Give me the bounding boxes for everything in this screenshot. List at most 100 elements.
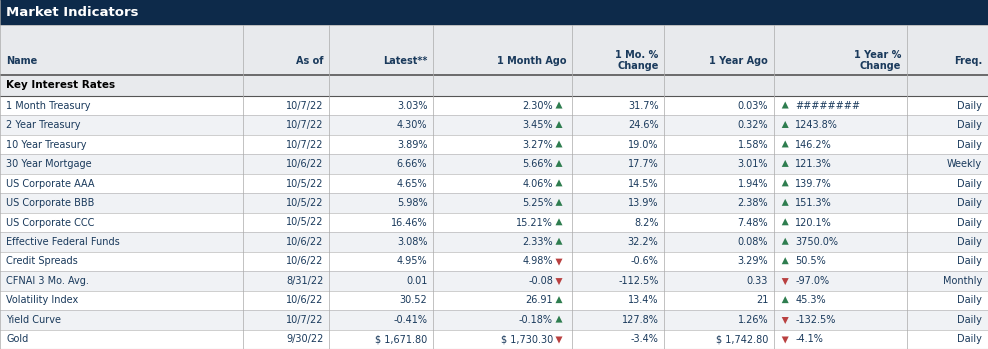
Text: 139.7%: 139.7%	[795, 179, 832, 188]
Text: 15.21%: 15.21%	[516, 217, 553, 228]
Polygon shape	[555, 296, 562, 303]
Text: 2.33%: 2.33%	[523, 237, 553, 247]
Text: 30 Year Mortgage: 30 Year Mortgage	[6, 159, 92, 169]
Bar	[0, 291, 988, 310]
Text: 10/6/22: 10/6/22	[286, 257, 323, 266]
Text: 10 Year Treasury: 10 Year Treasury	[6, 140, 87, 150]
Text: As of: As of	[295, 55, 323, 66]
Polygon shape	[555, 278, 562, 285]
Text: Freq.: Freq.	[953, 55, 982, 66]
Polygon shape	[555, 140, 562, 148]
Polygon shape	[555, 160, 562, 167]
Text: Effective Federal Funds: Effective Federal Funds	[6, 237, 120, 247]
Text: 4.95%: 4.95%	[397, 257, 428, 266]
Text: CFNAI 3 Mo. Avg.: CFNAI 3 Mo. Avg.	[6, 276, 89, 286]
Text: 3.08%: 3.08%	[397, 237, 428, 247]
Polygon shape	[782, 199, 788, 206]
Text: Weekly: Weekly	[947, 159, 982, 169]
Text: 10/7/22: 10/7/22	[286, 140, 323, 150]
Text: 10/7/22: 10/7/22	[286, 101, 323, 111]
Text: $ 1,730.30: $ 1,730.30	[501, 334, 553, 344]
Bar	[0, 154, 988, 174]
Text: 7.48%: 7.48%	[738, 217, 769, 228]
Text: -97.0%: -97.0%	[795, 276, 829, 286]
Text: 6.66%: 6.66%	[397, 159, 428, 169]
Text: Key Interest Rates: Key Interest Rates	[6, 80, 116, 90]
Text: 5.98%: 5.98%	[397, 198, 428, 208]
Text: -4.1%: -4.1%	[795, 334, 823, 344]
Text: Daily: Daily	[957, 140, 982, 150]
Polygon shape	[782, 238, 788, 245]
Polygon shape	[555, 199, 562, 206]
Text: 3.29%: 3.29%	[738, 257, 769, 266]
Bar	[0, 96, 988, 116]
Bar	[0, 310, 988, 329]
Text: 10/6/22: 10/6/22	[286, 159, 323, 169]
Bar	[0, 174, 988, 193]
Text: Monthly: Monthly	[943, 276, 982, 286]
Text: 10/6/22: 10/6/22	[286, 237, 323, 247]
Polygon shape	[555, 218, 562, 225]
Text: 2 Year Treasury: 2 Year Treasury	[6, 120, 80, 130]
Text: 2.38%: 2.38%	[738, 198, 769, 208]
Text: 4.98%: 4.98%	[523, 257, 553, 266]
Text: 10/5/22: 10/5/22	[286, 198, 323, 208]
Bar	[0, 116, 988, 135]
Text: $ 1,671.80: $ 1,671.80	[375, 334, 428, 344]
Text: 1 Year %
Change: 1 Year % Change	[854, 50, 901, 71]
Text: 3750.0%: 3750.0%	[795, 237, 838, 247]
Text: 4.65%: 4.65%	[397, 179, 428, 188]
Text: 4.06%: 4.06%	[523, 179, 553, 188]
Text: 1.94%: 1.94%	[738, 179, 769, 188]
Polygon shape	[555, 315, 562, 322]
Polygon shape	[782, 218, 788, 225]
Text: Yield Curve: Yield Curve	[6, 315, 61, 325]
Text: 1243.8%: 1243.8%	[795, 120, 838, 130]
Text: 13.4%: 13.4%	[628, 295, 658, 305]
Polygon shape	[782, 336, 788, 343]
Text: 9/30/22: 9/30/22	[286, 334, 323, 344]
Text: US Corporate BBB: US Corporate BBB	[6, 198, 95, 208]
Bar	[0, 213, 988, 232]
Text: Daily: Daily	[957, 179, 982, 188]
Text: 16.46%: 16.46%	[390, 217, 428, 228]
Text: 21: 21	[756, 295, 769, 305]
Text: 1.26%: 1.26%	[738, 315, 769, 325]
Text: 45.3%: 45.3%	[795, 295, 826, 305]
Polygon shape	[555, 238, 562, 245]
Text: Daily: Daily	[957, 198, 982, 208]
Text: 3.27%: 3.27%	[523, 140, 553, 150]
Text: Daily: Daily	[957, 237, 982, 247]
Bar	[0, 252, 988, 271]
Text: 10/5/22: 10/5/22	[286, 179, 323, 188]
Polygon shape	[555, 121, 562, 128]
Text: 1 Year Ago: 1 Year Ago	[709, 55, 769, 66]
Bar	[0, 24, 988, 74]
Polygon shape	[555, 259, 562, 266]
Text: 10/6/22: 10/6/22	[286, 295, 323, 305]
Text: 10/7/22: 10/7/22	[286, 120, 323, 130]
Bar	[0, 0, 988, 24]
Text: -132.5%: -132.5%	[795, 315, 836, 325]
Text: 30.52: 30.52	[399, 295, 428, 305]
Polygon shape	[782, 102, 788, 109]
Text: Name: Name	[6, 55, 38, 66]
Text: 17.7%: 17.7%	[627, 159, 658, 169]
Text: 3.01%: 3.01%	[738, 159, 769, 169]
Text: -112.5%: -112.5%	[618, 276, 658, 286]
Text: 3.45%: 3.45%	[523, 120, 553, 130]
Text: 50.5%: 50.5%	[795, 257, 826, 266]
Text: 19.0%: 19.0%	[628, 140, 658, 150]
Text: 0.03%: 0.03%	[738, 101, 769, 111]
Text: 1 Mo. %
Change: 1 Mo. % Change	[616, 50, 658, 71]
Text: 3.89%: 3.89%	[397, 140, 428, 150]
Text: 8/31/22: 8/31/22	[286, 276, 323, 286]
Polygon shape	[782, 317, 788, 324]
Text: 121.3%: 121.3%	[795, 159, 832, 169]
Text: Daily: Daily	[957, 315, 982, 325]
Bar	[0, 135, 988, 154]
Text: 31.7%: 31.7%	[627, 101, 658, 111]
Text: -3.4%: -3.4%	[630, 334, 658, 344]
Text: 10/7/22: 10/7/22	[286, 315, 323, 325]
Text: 5.25%: 5.25%	[522, 198, 553, 208]
